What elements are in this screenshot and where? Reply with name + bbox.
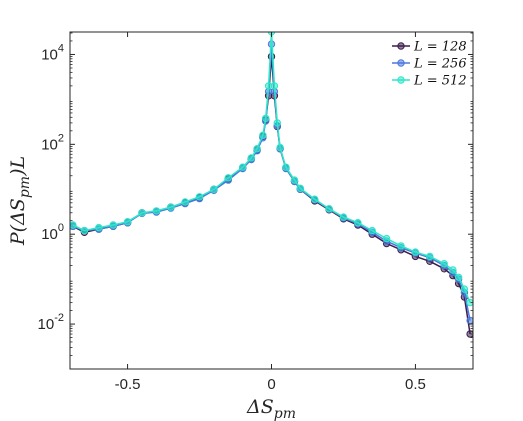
- legend-item: L = 128: [392, 40, 467, 55]
- data-point: [239, 163, 247, 171]
- data-point: [354, 219, 362, 227]
- data-point: [195, 193, 204, 201]
- data-point: [109, 221, 117, 229]
- y-tick-label: 104: [41, 42, 64, 63]
- series-line: [72, 32, 471, 303]
- data-point: [311, 195, 319, 203]
- y-tick-label: 100: [41, 222, 64, 243]
- data-point: [466, 298, 473, 307]
- y-axis-label: P(ΔSpm)L: [7, 156, 33, 246]
- series-3: [70, 32, 473, 307]
- data-point: [259, 131, 267, 139]
- data-point: [276, 143, 284, 152]
- data-point: [253, 145, 261, 153]
- data-point: [152, 207, 161, 215]
- x-tick-label: 0.5: [405, 376, 426, 393]
- data-point: [382, 234, 391, 243]
- data-point: [296, 184, 304, 193]
- data-point: [210, 185, 218, 194]
- series-2: [70, 40, 473, 325]
- legend: L = 128 L = 256 L = 512: [392, 40, 467, 89]
- x-axis-label: ΔSpm: [246, 396, 296, 421]
- plot-frame: [69, 31, 474, 370]
- y-tick-label: 10-2: [38, 312, 64, 333]
- data-point: [339, 213, 348, 221]
- legend-item: L = 512: [392, 74, 467, 89]
- legend-label: L = 128: [413, 40, 467, 55]
- data-point: [466, 316, 473, 325]
- data-point: [411, 248, 420, 256]
- data-point: [426, 252, 434, 261]
- data-point: [454, 273, 463, 281]
- data-point: [466, 330, 473, 338]
- legend-label: L = 256: [413, 57, 467, 72]
- x-tick-label: 0: [267, 376, 275, 393]
- data-point: [262, 114, 270, 123]
- data-point: [273, 119, 281, 127]
- legend-marker: [397, 59, 405, 67]
- data-point: [325, 205, 333, 213]
- legend-item: L = 256: [392, 57, 467, 72]
- series-1: [70, 52, 473, 338]
- data-point: [270, 82, 279, 90]
- data-point: [397, 242, 405, 250]
- legend-marker: [397, 42, 405, 50]
- data-point: [181, 198, 189, 206]
- data-point: [138, 209, 146, 217]
- data-point: [123, 218, 132, 226]
- x-tick-label: -0.5: [115, 376, 141, 393]
- y-tick-label: 102: [41, 132, 64, 153]
- data-point: [167, 203, 175, 211]
- data-point: [247, 154, 256, 162]
- data-point: [95, 223, 103, 232]
- legend-label: L = 512: [413, 74, 467, 89]
- legend-marker: [397, 76, 405, 84]
- data-point: [449, 266, 457, 274]
- data-point: [440, 260, 448, 268]
- data-point: [70, 221, 77, 229]
- series-line: [72, 56, 471, 335]
- data-point: [80, 226, 89, 235]
- data-point: [290, 176, 299, 184]
- data-point: [224, 174, 233, 182]
- plot-marks: [70, 32, 473, 338]
- data-point: [282, 163, 290, 171]
- data-point: [368, 226, 376, 235]
- data-point: [460, 285, 469, 293]
- axis-ticks: -0.5 0 0.5 10-2 100 102 104: [38, 32, 473, 393]
